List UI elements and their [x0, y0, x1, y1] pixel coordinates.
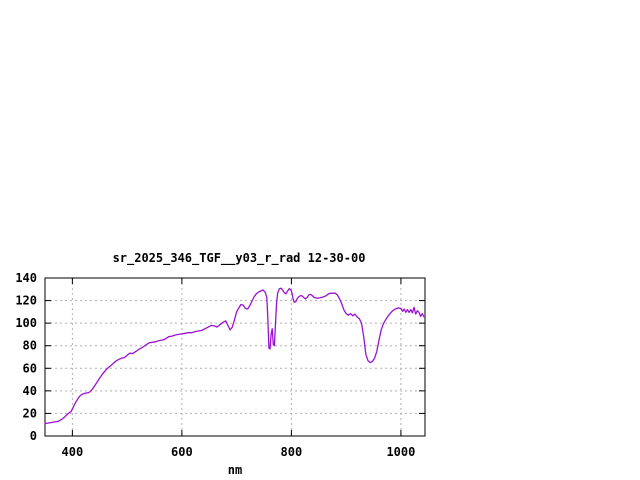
x-tick-label: 400: [62, 445, 84, 459]
y-tick-label: 60: [23, 361, 37, 375]
y-tick-label: 140: [15, 271, 37, 285]
y-tick-label: 20: [23, 406, 37, 420]
y-tick-label: 80: [23, 339, 37, 353]
y-tick-label: 100: [15, 316, 37, 330]
x-axis-label: nm: [227, 463, 243, 477]
radiance-curve: [44, 287, 426, 425]
x-tick-label: 600: [171, 445, 193, 459]
x-tick-label: 800: [281, 445, 303, 459]
x-tick-label: 1000: [386, 445, 415, 459]
y-tick-label: 120: [15, 294, 37, 308]
y-tick-label: 0: [30, 429, 37, 443]
y-tick-label: 40: [23, 384, 37, 398]
plot-border: [44, 277, 426, 437]
chart-title: sr_2025_346_TGF__y03_r_rad 12-30-00: [112, 251, 366, 265]
